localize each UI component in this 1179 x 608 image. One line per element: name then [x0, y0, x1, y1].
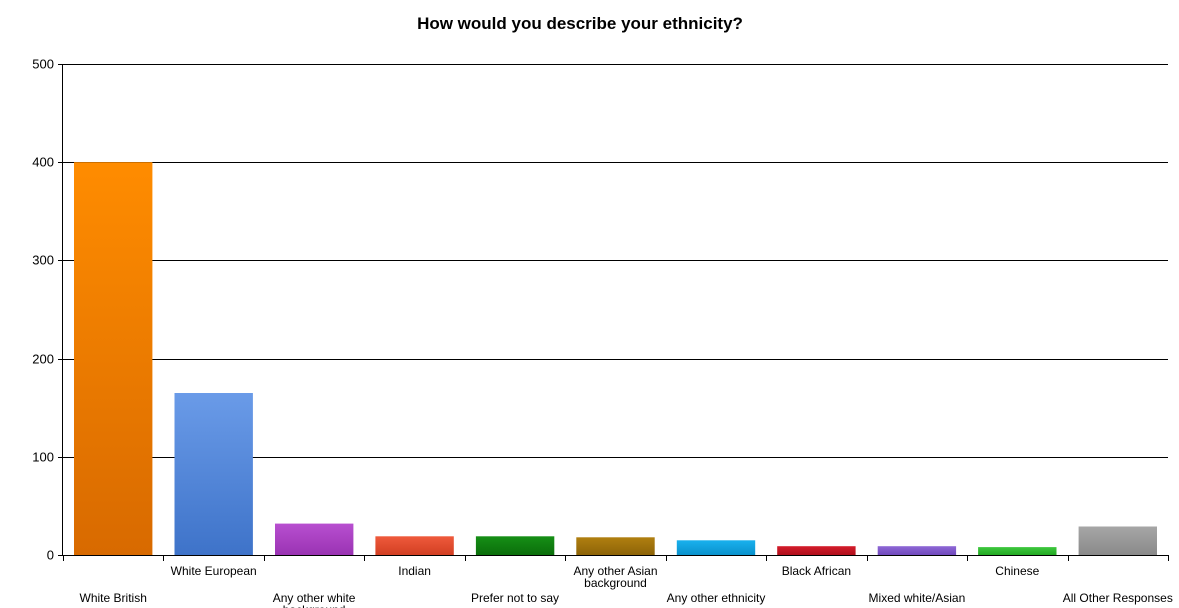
- x-tick-label: Any other whitebackground: [273, 591, 356, 608]
- y-tick-label-400: 400: [32, 155, 54, 170]
- bar: [978, 547, 1057, 555]
- y-tick-label-0: 0: [47, 548, 54, 563]
- bar: [877, 546, 957, 555]
- x-tick-label: Indian: [398, 564, 431, 578]
- x-tick-label: White British: [80, 591, 147, 605]
- bar: [676, 540, 756, 555]
- x-tick-label: All Other Responses: [1063, 591, 1173, 605]
- y-tick-label-200: 200: [32, 352, 54, 367]
- bar: [275, 523, 354, 555]
- x-tick-label: Mixed white/Asian: [869, 591, 966, 605]
- bar: [174, 393, 253, 555]
- bar: [475, 536, 555, 555]
- bar: [576, 537, 655, 555]
- x-axis: [62, 64, 1169, 561]
- y-tick-label-100: 100: [32, 450, 54, 465]
- gridlines: [63, 64, 1168, 458]
- x-tick-label: Chinese: [995, 564, 1039, 578]
- x-tick-label: White European: [171, 564, 257, 578]
- bar: [375, 536, 454, 555]
- x-tick-label: Prefer not to say: [471, 591, 559, 605]
- y-tick-label-500: 500: [32, 57, 54, 72]
- x-tick-label: Any other ethnicity: [667, 591, 766, 605]
- chart-title: How would you describe your ethnicity?: [417, 14, 743, 33]
- x-tick-label: Black African: [782, 564, 851, 578]
- bar: [1078, 526, 1157, 555]
- y-axis-ticks: 0 100 200 300 400 500: [32, 57, 63, 563]
- bar: [777, 546, 856, 555]
- x-axis-labels: White British White European Any other whi…: [80, 564, 1173, 608]
- bar: [74, 162, 153, 555]
- bars: [74, 162, 1157, 555]
- y-tick-label-300: 300: [32, 253, 54, 268]
- x-tick-label: Any other Asian background: [573, 564, 657, 590]
